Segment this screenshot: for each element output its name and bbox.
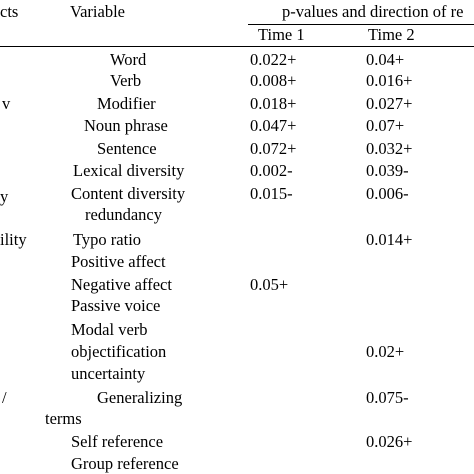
time1-value: 0.008+	[250, 71, 297, 90]
time1-value: 0.05+	[250, 275, 289, 294]
variable-label: Self reference	[71, 432, 164, 451]
aspects-column-header: cts	[0, 2, 19, 21]
time1-value: 0.072+	[250, 139, 297, 158]
time2-value: 0.016+	[366, 71, 413, 90]
time1-value: 0.047+	[250, 116, 297, 135]
time2-value: 0.02+	[366, 342, 405, 361]
variable-label: objectification	[71, 342, 167, 361]
variable-label: Verb	[110, 71, 142, 90]
variable-label: Generalizing	[97, 388, 183, 407]
variable-label: Word	[110, 50, 147, 69]
time1-column-header: Time 1	[258, 25, 305, 44]
variable-label: Noun phrase	[84, 116, 168, 135]
variable-column-header: Variable	[70, 2, 125, 21]
time2-value: 0.075-	[366, 388, 409, 407]
time2-value: 0.032+	[366, 139, 413, 158]
variable-label: Modal verb	[71, 320, 148, 339]
time2-value: 0.04+	[366, 50, 405, 69]
time2-value: 0.039-	[366, 161, 409, 180]
time2-value: 0.006-	[366, 184, 409, 203]
variable-label: Lexical diversity	[73, 161, 185, 180]
variable-label: Group reference	[71, 454, 179, 473]
variable-label: terms	[45, 409, 82, 428]
time2-value: 0.026+	[366, 432, 413, 451]
category-fragment: v	[2, 94, 11, 113]
time2-column-header: Time 2	[368, 25, 415, 44]
variable-label: Positive affect	[71, 252, 166, 271]
variable-label: Content diversity	[71, 184, 186, 203]
pvalues-header-rule	[248, 24, 474, 25]
category-fragment: ility	[0, 230, 27, 249]
variable-label: redundancy	[85, 205, 162, 224]
variable-label: Negative affect	[71, 275, 172, 294]
time2-value: 0.014+	[366, 230, 413, 249]
pvalues-column-header: p-values and direction of re	[282, 2, 464, 21]
time1-value: 0.018+	[250, 94, 297, 113]
time1-value: 0.002-	[250, 161, 293, 180]
header-bottom-rule	[0, 46, 474, 47]
time1-value: 0.022+	[250, 50, 297, 69]
time2-value: 0.027+	[366, 94, 413, 113]
time1-value: 0.015-	[250, 184, 293, 203]
time2-value: 0.07+	[366, 116, 405, 135]
variable-label: Modifier	[97, 94, 156, 113]
variable-label: Passive voice	[71, 296, 161, 315]
variable-label: Typo ratio	[73, 230, 142, 249]
variable-label: uncertainty	[71, 364, 146, 383]
variable-label: Sentence	[97, 139, 157, 158]
category-fragment: /	[2, 388, 7, 407]
category-fragment: y	[0, 187, 9, 206]
